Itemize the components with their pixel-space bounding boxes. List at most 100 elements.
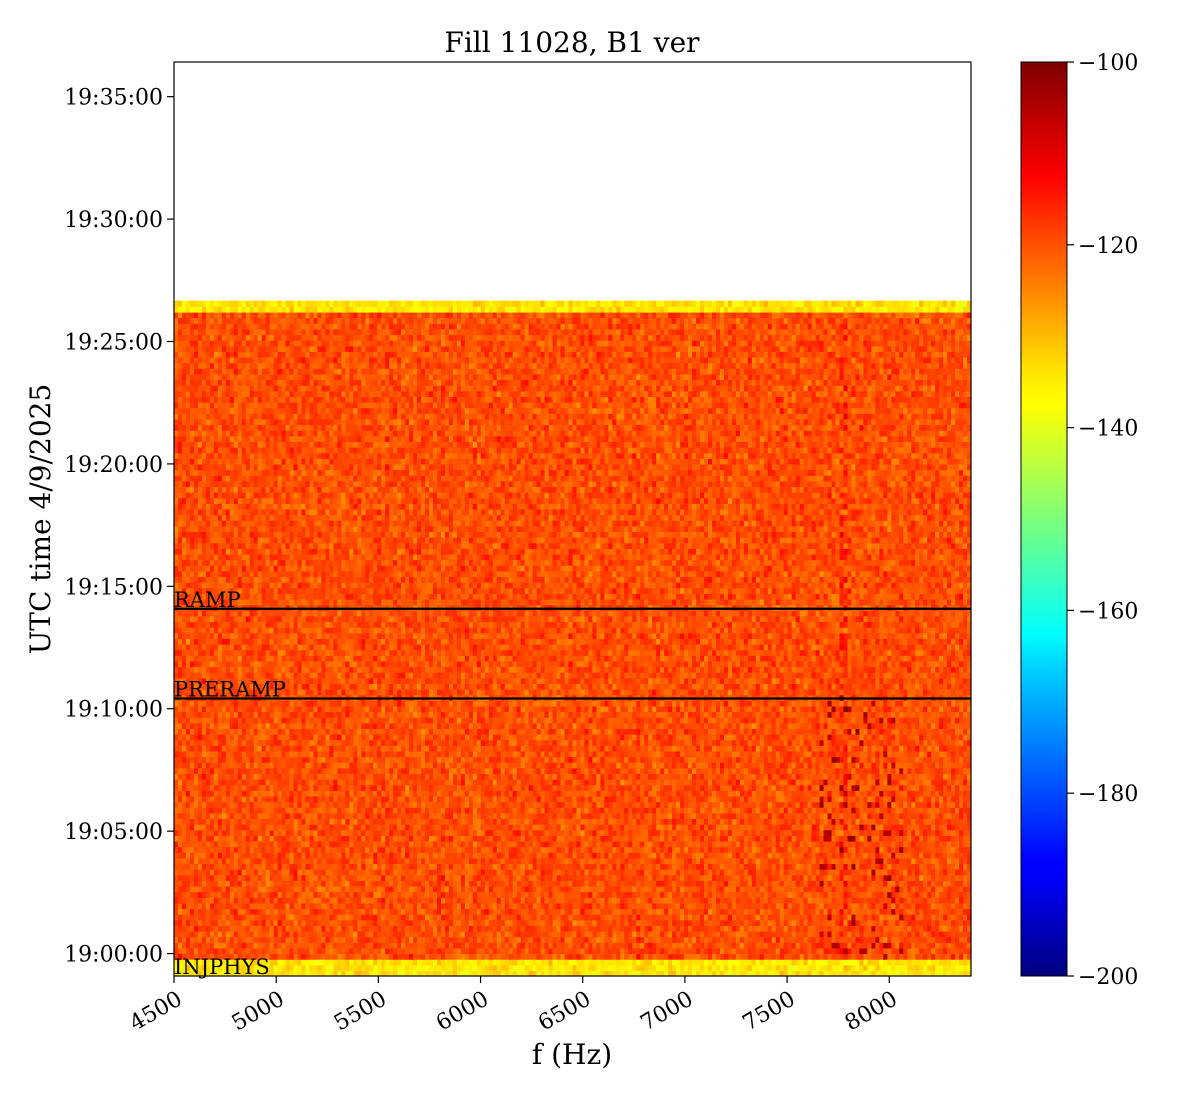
heatmap-cell (652, 840, 657, 848)
heatmap-cell (421, 874, 426, 881)
heatmap-cell (229, 902, 235, 910)
heatmap-cell (843, 880, 849, 887)
heatmap-cell (911, 925, 916, 932)
heatmap-cell (943, 959, 948, 966)
heatmap-cell (747, 936, 753, 943)
heatmap-cell (365, 852, 370, 859)
heatmap-cell (273, 874, 279, 881)
heatmap-cell (927, 869, 932, 876)
heatmap-cell (225, 953, 231, 960)
heatmap-cell (696, 885, 701, 893)
heatmap-cell (839, 840, 845, 848)
heatmap-cell (775, 897, 781, 904)
heatmap-cell (201, 869, 207, 876)
heatmap-cell (201, 947, 207, 955)
heatmap-cell (321, 874, 327, 881)
heatmap-cell (488, 835, 494, 842)
heatmap-cell (536, 891, 542, 898)
heatmap-cell (373, 925, 378, 932)
heatmap-cell (472, 840, 478, 848)
heatmap-cell (353, 925, 358, 932)
heatmap-cell (867, 942, 872, 949)
heatmap-cell (915, 897, 920, 904)
heatmap-cell (456, 835, 462, 842)
heatmap-cell (771, 925, 777, 932)
heatmap-cell (731, 902, 737, 910)
heatmap-cell (217, 863, 223, 870)
heatmap-cell (943, 863, 948, 870)
heatmap-cell (923, 925, 928, 932)
heatmap-cell (301, 936, 307, 943)
heatmap-cell (189, 964, 195, 971)
heatmap-cell (915, 914, 920, 921)
heatmap-cell (799, 925, 805, 932)
heatmap-cell (672, 840, 677, 848)
heatmap-cell (480, 942, 486, 949)
heatmap-cell (532, 925, 538, 932)
heatmap-cell (293, 897, 299, 904)
heatmap-cell (727, 857, 733, 865)
heatmap-cell (217, 885, 223, 893)
heatmap-cell (887, 874, 892, 881)
heatmap-cell (536, 874, 542, 881)
heatmap-cell (919, 914, 924, 921)
heatmap-cell (943, 891, 948, 898)
heatmap-cell (556, 919, 562, 926)
heatmap-cell (181, 925, 187, 932)
heatmap-cell (855, 840, 861, 848)
heatmap-cell (851, 880, 857, 887)
heatmap-cell (556, 947, 562, 955)
heatmap-cell (504, 857, 510, 865)
heatmap-cell (393, 902, 398, 910)
heatmap-cell (931, 925, 936, 932)
heatmap-cell (795, 919, 801, 926)
heatmap-cell (620, 930, 625, 938)
heatmap-cell (213, 930, 219, 938)
heatmap-cell (767, 885, 773, 893)
heatmap-cell (656, 835, 661, 842)
heatmap-cell (257, 835, 263, 842)
heatmap-cell (719, 953, 725, 960)
heatmap-cell (867, 959, 872, 966)
heatmap-cell (460, 891, 466, 898)
heatmap-cell (433, 835, 438, 842)
heatmap-cell (269, 947, 275, 955)
heatmap-cell (177, 942, 183, 949)
heatmap-cell (417, 891, 422, 898)
heatmap-cell (181, 897, 187, 904)
heatmap-cell (524, 846, 530, 853)
heatmap-cell (197, 970, 203, 976)
heatmap-cell (484, 908, 490, 915)
heatmap-cell (815, 835, 821, 842)
heatmap-cell (393, 925, 398, 932)
heatmap-cell (839, 891, 845, 898)
heatmap-cell (233, 885, 239, 893)
heatmap-cell (253, 840, 259, 848)
heatmap-cell (807, 897, 813, 904)
heatmap-cell (237, 863, 243, 870)
heatmap-cell (321, 891, 327, 898)
heatmap-cell (795, 846, 801, 853)
heatmap-cell (715, 885, 721, 893)
heatmap-cell (843, 891, 849, 898)
heatmap-cell (365, 891, 370, 898)
heatmap-cell (879, 930, 884, 938)
heatmap-cell (883, 885, 888, 893)
heatmap-cell (181, 840, 187, 848)
heatmap-cell (684, 936, 689, 943)
heatmap-cell (369, 852, 374, 859)
heatmap-cell (433, 863, 438, 870)
heatmap-cell (911, 936, 916, 943)
heatmap-cell (317, 964, 323, 971)
heatmap-cell (723, 925, 729, 932)
heatmap-cell (867, 925, 872, 932)
heatmap-cell (516, 959, 522, 966)
heatmap-cell (464, 897, 470, 904)
heatmap-cell (819, 857, 825, 865)
heatmap-cell (193, 885, 199, 893)
heatmap-cell (289, 891, 295, 898)
heatmap-cell (325, 914, 331, 921)
heatmap-cell (875, 840, 880, 848)
heatmap-cell (209, 852, 215, 859)
heatmap-cell (353, 936, 358, 943)
